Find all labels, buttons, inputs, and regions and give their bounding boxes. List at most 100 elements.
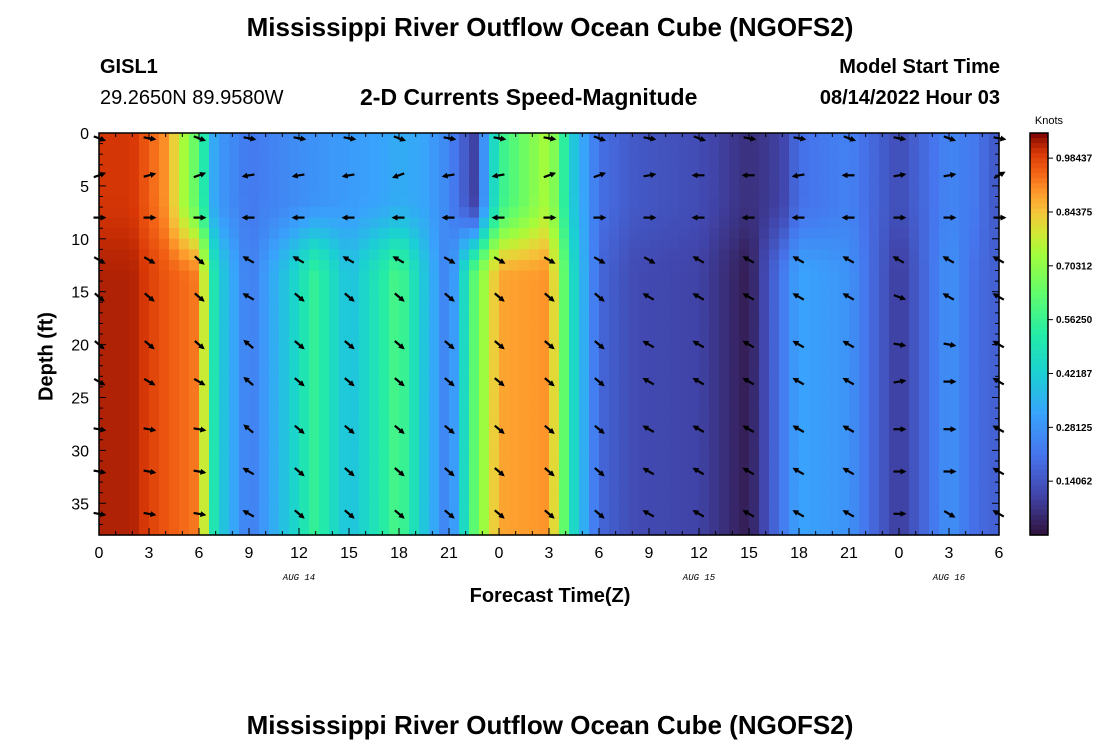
current-arrow [594, 340, 605, 350]
current-arrow [742, 293, 755, 301]
x-tick-label: 15 [340, 545, 358, 562]
current-arrow [294, 377, 305, 387]
current-arrow [292, 256, 305, 264]
current-arrow [243, 376, 254, 386]
current-arrow [594, 292, 605, 302]
current-arrow [494, 467, 505, 477]
current-arrow [294, 292, 305, 302]
date-label: AUG 15 [682, 573, 716, 583]
current-arrow [143, 511, 157, 518]
current-arrow [943, 341, 957, 348]
current-arrow [394, 467, 405, 477]
x-tick-label: 18 [390, 545, 408, 562]
current-arrow [444, 424, 455, 434]
current-arrow [642, 467, 655, 476]
y-tick-label: 15 [71, 285, 89, 302]
current-arrow [493, 256, 506, 264]
current-arrow [692, 293, 705, 301]
current-arrow [643, 256, 656, 264]
colorbar-tick-label: 0.84375 [1056, 207, 1093, 218]
x-tick-label: 3 [545, 545, 554, 562]
x-axis-title: Forecast Time(Z) [469, 585, 631, 607]
current-arrow [193, 171, 207, 179]
current-arrow [642, 293, 655, 301]
current-arrow [143, 172, 157, 178]
x-tick-label: 21 [440, 545, 458, 562]
page-title-repeat: Mississippi River Outflow Ocean Cube (NG… [246, 710, 854, 740]
current-arrow [444, 467, 455, 477]
current-arrow [594, 509, 605, 519]
current-arrow [394, 377, 405, 387]
x-tick-label: 12 [290, 545, 308, 562]
current-arrow [394, 509, 405, 519]
current-arrow [943, 510, 956, 518]
current-arrow [593, 171, 607, 179]
x-tick-label: 21 [840, 545, 858, 562]
current-arrow [194, 292, 205, 302]
colorbar-frame [1029, 132, 1049, 536]
current-arrow [642, 377, 655, 386]
current-arrow [344, 377, 355, 387]
current-arrow [394, 340, 405, 350]
current-arrow [294, 467, 305, 477]
current-arrow [193, 468, 207, 475]
current-arrow [742, 510, 755, 518]
current-arrow [792, 425, 805, 433]
current-arrow [441, 172, 455, 179]
x-tick-label: 6 [195, 545, 204, 562]
x-tick-label: 0 [495, 545, 504, 562]
y-tick-label: 35 [71, 496, 89, 513]
current-arrow [893, 294, 907, 301]
current-arrow [842, 510, 855, 518]
y-tick-label: 0 [80, 126, 89, 143]
colorbar-tick-label: 0.70312 [1056, 261, 1093, 272]
current-arrow [494, 292, 505, 302]
current-arrow [144, 340, 155, 350]
current-arrow [444, 340, 455, 350]
current-arrow [593, 256, 606, 264]
x-tick-label: 12 [690, 545, 708, 562]
current-arrow [344, 467, 355, 477]
current-arrow [742, 256, 755, 264]
y-tick-label: 10 [71, 232, 89, 249]
current-arrow [494, 509, 505, 519]
current-arrow [394, 424, 405, 434]
current-arrow [342, 256, 355, 264]
colorbar-title: Knots [1035, 115, 1064, 127]
current-arrow [942, 293, 955, 301]
current-arrow [544, 292, 555, 302]
current-arrow [792, 293, 805, 301]
current-arrow [642, 510, 655, 518]
current-arrow [642, 425, 655, 433]
current-arrow [242, 467, 255, 476]
current-arrow [791, 172, 805, 179]
current-arrow [742, 467, 755, 476]
current-arrow [594, 467, 605, 477]
y-tick-label: 30 [71, 443, 89, 460]
current-vectors [93, 135, 1007, 519]
current-arrow [294, 509, 305, 519]
current-arrow [344, 509, 355, 519]
current-arrow [842, 293, 855, 301]
current-arrow [294, 424, 305, 434]
current-arrow [193, 377, 206, 386]
y-tick-label: 25 [71, 390, 89, 407]
current-arrow [594, 377, 605, 387]
current-arrow [242, 510, 255, 518]
current-arrow [144, 292, 155, 302]
current-arrow [842, 467, 855, 476]
y-tick-label: 20 [71, 338, 89, 355]
current-arrow [294, 340, 305, 350]
current-arrow [394, 292, 405, 302]
current-arrow [792, 467, 805, 476]
current-arrow [444, 509, 455, 519]
colorbar-tick-label: 0.28125 [1056, 423, 1093, 434]
current-arrow [543, 171, 557, 179]
colorbar-tick-label: 0.42187 [1056, 369, 1093, 380]
current-arrow [792, 377, 805, 386]
current-arrow [692, 510, 705, 518]
current-arrow [692, 340, 705, 349]
page-title: Mississippi River Outflow Ocean Cube (NG… [246, 12, 854, 42]
current-arrow [642, 340, 655, 349]
date-label: AUG 14 [282, 573, 315, 583]
